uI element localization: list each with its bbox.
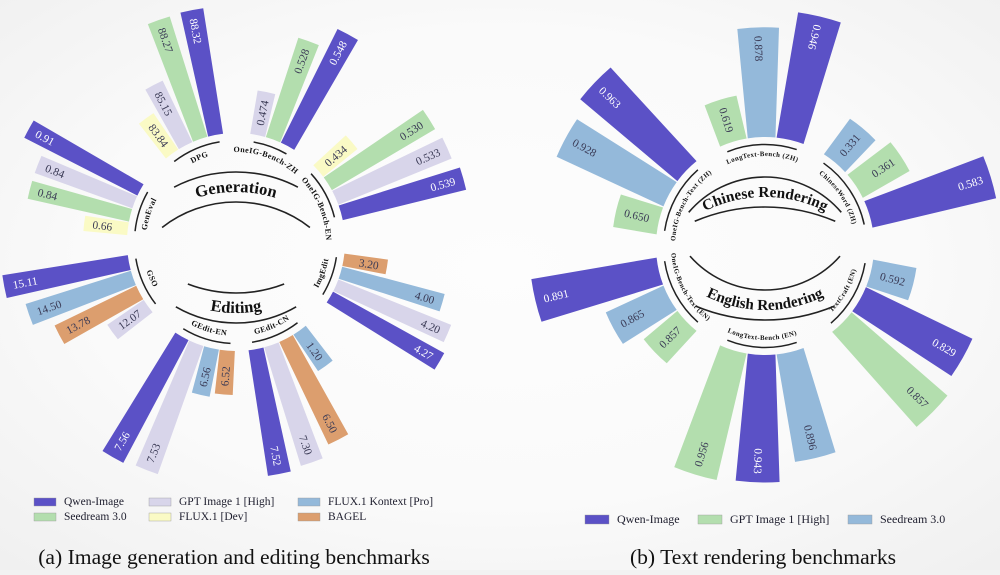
svg-text:FLUX.1 Kontext [Pro]: FLUX.1 Kontext [Pro] [328, 496, 433, 508]
svg-text:(a) Image generation and editi: (a) Image generation and editing benchma… [38, 545, 430, 569]
svg-text:0.84: 0.84 [36, 187, 58, 204]
svg-text:FLUX.1 [Dev]: FLUX.1 [Dev] [179, 511, 247, 523]
svg-text:0.474: 0.474 [255, 99, 272, 127]
svg-text:3.20: 3.20 [358, 257, 380, 272]
svg-text:4.00: 4.00 [413, 290, 436, 307]
svg-text:7.52: 7.52 [267, 445, 282, 467]
svg-text:6.56: 6.56 [198, 366, 214, 388]
svg-text:0.891: 0.891 [543, 288, 571, 306]
svg-text:88.32: 88.32 [187, 18, 204, 46]
svg-text:0.66: 0.66 [92, 219, 113, 233]
svg-text:0.878: 0.878 [751, 36, 764, 62]
svg-text:0.943: 0.943 [751, 448, 764, 474]
svg-text:6.52: 6.52 [219, 366, 233, 387]
svg-text:0.650: 0.650 [623, 208, 651, 226]
svg-text:0.946: 0.946 [805, 23, 823, 51]
svg-text:(b) Text rendering benchmarks: (b) Text rendering benchmarks [630, 545, 896, 569]
svg-text:Editing: Editing [209, 296, 263, 317]
svg-text:GPT Image 1 [High]: GPT Image 1 [High] [730, 512, 829, 526]
svg-text:15.11: 15.11 [12, 275, 39, 292]
svg-text:Seedream 3.0: Seedream 3.0 [64, 511, 127, 523]
svg-text:Qwen-Image: Qwen-Image [617, 512, 680, 526]
svg-text:GPT Image 1 [High]: GPT Image 1 [High] [179, 496, 274, 508]
svg-text:BAGEL: BAGEL [328, 511, 366, 523]
svg-text:Seedream 3.0: Seedream 3.0 [880, 512, 945, 526]
svg-text:0.896: 0.896 [801, 424, 819, 452]
svg-text:Qwen-Image: Qwen-Image [64, 496, 124, 508]
